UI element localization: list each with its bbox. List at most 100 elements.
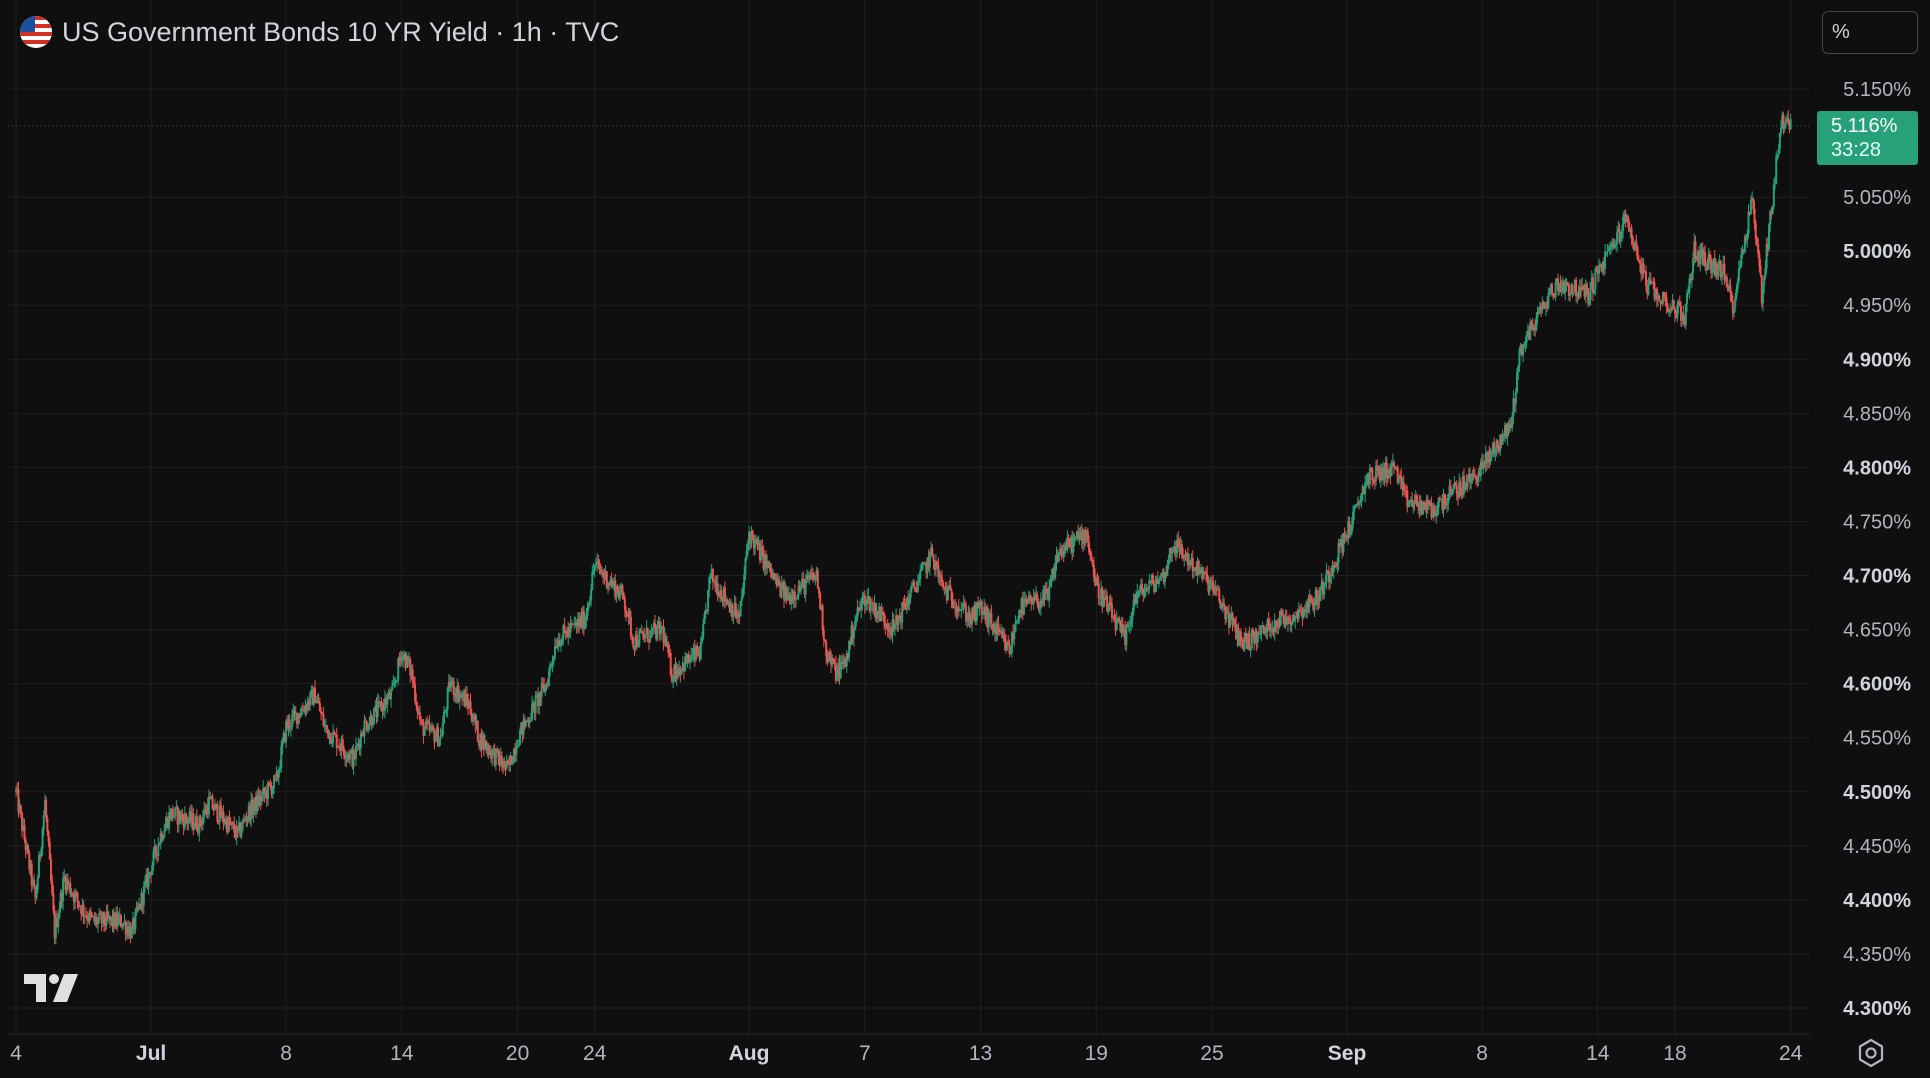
candle (1065, 539, 1068, 551)
candle (386, 692, 389, 714)
candle-body (106, 911, 109, 919)
time-axis[interactable]: 4 Jul 8 14 20 24 Aug 7 13 19 25 Sep 8 14 18 24 (10, 1042, 1803, 1065)
candle (1698, 245, 1701, 268)
candle (140, 888, 143, 912)
candle (592, 562, 595, 575)
candle-body (368, 723, 371, 729)
candle (682, 662, 685, 680)
candle (1648, 271, 1651, 286)
tradingview-logo-icon[interactable] (24, 974, 78, 1007)
candle-body (100, 914, 103, 924)
candle (590, 583, 593, 607)
candle (645, 620, 648, 635)
symbol-title[interactable]: US Government Bonds 10 YR Yield · 1h · T… (62, 16, 620, 47)
candle (1196, 556, 1199, 584)
candle (353, 749, 356, 760)
candle-body (355, 745, 358, 759)
candle (1628, 218, 1631, 232)
candle (1347, 516, 1350, 545)
candle-body (1108, 602, 1111, 606)
candle (739, 600, 742, 617)
candle (1566, 281, 1569, 286)
candle-body (1722, 263, 1725, 272)
candle-body (1321, 581, 1324, 595)
candle (35, 883, 38, 901)
candle (286, 715, 289, 731)
candle (458, 689, 461, 710)
candle-body (1541, 302, 1544, 311)
price-axis[interactable]: 5.150%5.050%5.000%4.950%4.900%4.850%4.80… (1843, 79, 1911, 1020)
candle (1513, 397, 1516, 413)
candle-body (785, 586, 788, 601)
candle-body (948, 585, 951, 588)
unit-selector-button[interactable]: % (1822, 11, 1918, 54)
candle-body (159, 833, 162, 844)
candle (459, 691, 462, 699)
candle-body (1061, 550, 1064, 556)
candle (380, 697, 383, 712)
candle (17, 781, 20, 818)
candle-body (856, 607, 859, 617)
candle-body (1506, 423, 1509, 438)
candle (879, 606, 882, 622)
candle-body (1196, 560, 1199, 576)
candle-body (1639, 260, 1642, 264)
candle (1225, 605, 1228, 623)
candle-body (118, 915, 121, 918)
chart-legend[interactable]: US Government Bonds 10 YR Yield · 1h · T… (20, 14, 619, 50)
candle-body (1054, 562, 1057, 578)
candle (435, 723, 438, 741)
candle (719, 583, 722, 603)
candle-body (281, 741, 284, 747)
candle (1763, 274, 1766, 294)
candle-body (711, 568, 714, 582)
candle (861, 591, 864, 611)
candle-body (1125, 625, 1128, 646)
settings-gear-icon[interactable] (1856, 1038, 1886, 1068)
candle (1499, 434, 1502, 457)
candle-body (931, 547, 934, 555)
bar-countdown: 33:28 (1831, 139, 1882, 161)
candle-body (503, 761, 506, 769)
candle (221, 808, 224, 822)
candle (614, 573, 617, 601)
candle (575, 619, 578, 634)
candle (452, 677, 455, 702)
candle (172, 815, 175, 819)
candle (1460, 487, 1463, 500)
candle-body (927, 557, 930, 568)
candle (686, 653, 689, 668)
candle-body (158, 843, 161, 845)
candle-body (833, 662, 836, 664)
candle-body (508, 763, 511, 766)
candle (185, 812, 188, 825)
candle (654, 615, 657, 634)
candle (1456, 490, 1459, 506)
candle-body (1718, 260, 1721, 267)
candle (1572, 292, 1575, 296)
candle (388, 687, 391, 700)
candle (1364, 475, 1367, 503)
candle (1442, 488, 1445, 518)
candle (112, 908, 115, 934)
candle-body (396, 680, 399, 682)
candle-body (523, 719, 526, 726)
candle (352, 744, 355, 775)
candle-body (309, 692, 312, 706)
candle-body (1086, 530, 1089, 543)
candle (688, 655, 691, 670)
candle-body (1554, 282, 1557, 298)
candle (80, 905, 83, 921)
candle (848, 640, 851, 662)
candle (440, 729, 443, 737)
candle (559, 639, 562, 653)
candle-body (1077, 531, 1080, 540)
candle-body (1053, 568, 1056, 578)
candle-body (784, 586, 787, 600)
candle-body (640, 632, 643, 634)
candle-body (626, 613, 629, 617)
candle-body (668, 652, 671, 654)
candle (170, 808, 173, 822)
